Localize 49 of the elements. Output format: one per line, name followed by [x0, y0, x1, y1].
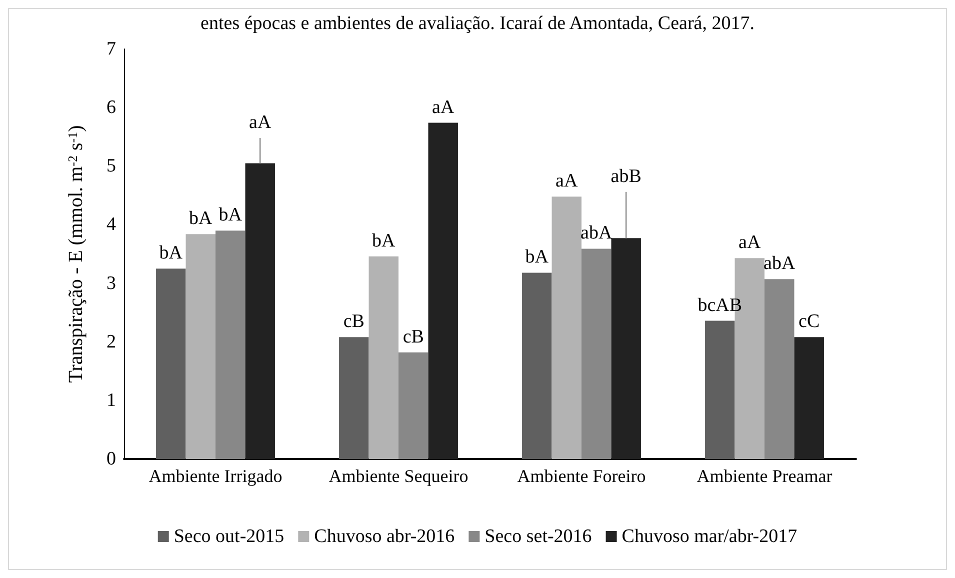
bar [216, 230, 246, 459]
bar [611, 238, 641, 459]
y-tick-label: 3 [106, 272, 116, 294]
x-tick-label: Ambiente Irrigado [148, 466, 282, 486]
data-label: cB [343, 311, 364, 332]
y-tick-label: 2 [106, 331, 116, 352]
y-tick-label: 1 [106, 390, 116, 411]
bar [245, 163, 275, 459]
y-tick-label: 0 [106, 448, 116, 470]
data-label: aA [556, 170, 578, 192]
data-label: aA [249, 112, 272, 134]
data-label: cC [798, 311, 820, 332]
legend-label: Seco set-2016 [484, 526, 592, 547]
bar [582, 248, 612, 459]
bar [398, 352, 428, 459]
data-label: aA [432, 96, 454, 118]
data-label: bA [525, 246, 549, 268]
bar [552, 196, 582, 459]
y-tick-label: 4 [106, 214, 116, 236]
data-label: bA [189, 208, 213, 230]
y-tick-label: 7 [106, 38, 116, 60]
data-label: abA [580, 222, 612, 244]
bar [794, 337, 824, 459]
y-tick-label: 5 [106, 156, 116, 177]
chart-title: entes épocas e ambientes de avaliação. Icaraí de Amontada, Ceará, 2017. [200, 13, 754, 34]
x-tick-label: Ambiente Foreiro [517, 466, 646, 486]
data-label: bA [372, 230, 396, 252]
x-tick-label: Ambiente Sequeiro [328, 466, 468, 486]
data-label: cB [402, 326, 424, 348]
bar [764, 279, 794, 459]
bar [705, 320, 735, 459]
data-label: aA [738, 232, 761, 254]
data-label: bcAB [698, 294, 742, 316]
x-tick-label: Ambiente Preamar [696, 466, 832, 486]
bar [156, 268, 186, 459]
legend-label: Chuvoso abr-2016 [314, 526, 455, 547]
legend-label: Chuvoso mar/abr-2017 [622, 526, 798, 547]
data-label: bA [159, 242, 183, 264]
bar [186, 234, 216, 459]
legend-label: Seco out-2015 [174, 526, 284, 547]
data-label: abB [610, 166, 642, 187]
bar [428, 122, 458, 459]
bar [339, 337, 369, 459]
bar [522, 272, 552, 459]
data-label: bA [218, 204, 242, 226]
y-tick-label: 6 [106, 97, 116, 118]
data-label: abA [764, 253, 796, 274]
y-axis-title: Transpiração - E (mmol. m-2 s-1) [65, 125, 87, 383]
bar [368, 256, 398, 459]
